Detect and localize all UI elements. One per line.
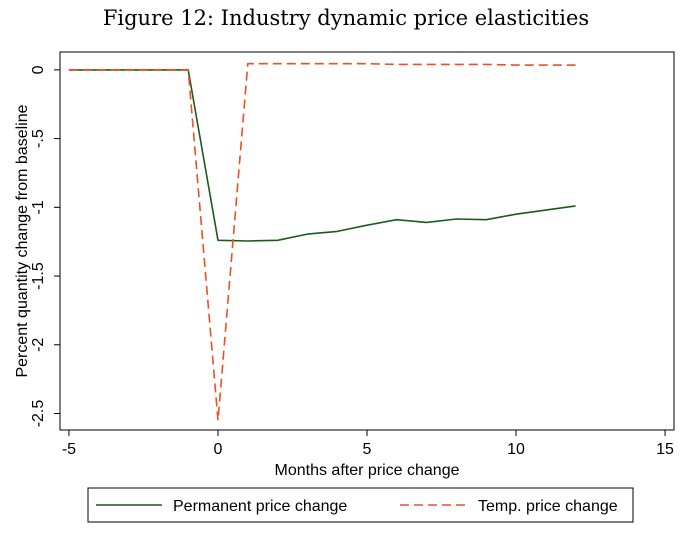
x-tick-label: -5	[62, 441, 76, 458]
y-tick-label: -2	[30, 338, 47, 352]
legend-box	[87, 487, 634, 523]
x-tick-label: 0	[214, 441, 223, 458]
x-tick-label: 10	[507, 441, 525, 458]
series-layer	[68, 62, 576, 422]
x-tick-label: 5	[363, 441, 372, 458]
y-tick-label: 0	[30, 65, 47, 74]
legend-label-temporary: Temp. price change	[478, 498, 618, 515]
y-axis-label: Percent quantity change from baseline	[14, 104, 31, 377]
figure-title: Figure 12: Industry dynamic price elasti…	[102, 6, 590, 30]
x-axis: -5 0 5 10 15	[62, 430, 674, 458]
legend: Permanent price change Temp. price chang…	[87, 487, 634, 523]
x-axis-label: Months after price change	[275, 462, 460, 479]
y-tick-label: -1	[30, 200, 47, 214]
series-line-temporary	[68, 62, 576, 422]
legend-label-permanent: Permanent price change	[173, 498, 347, 515]
y-axis: 0 -.5 -1 -1.5 -2 -2.5	[30, 65, 60, 427]
y-tick-label: -1.5	[30, 262, 47, 290]
plot-area	[59, 51, 675, 431]
y-tick-label: -2.5	[30, 400, 47, 428]
y-tick-label: -.5	[30, 129, 47, 148]
x-tick-label: 15	[656, 441, 674, 458]
